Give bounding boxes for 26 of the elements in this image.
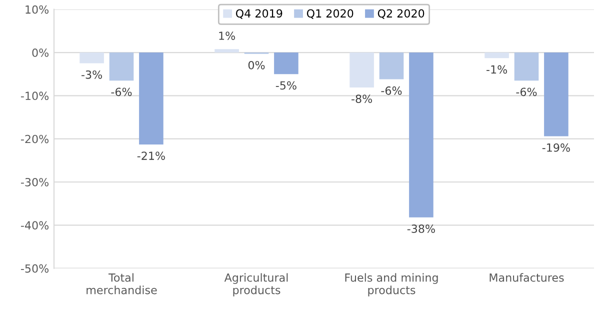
data-label: 1% [219,32,235,40]
legend-label: Q4 2019 [236,9,282,19]
x-tick-label: Agricultural products [224,273,288,296]
legend-label: Q2 2020 [378,9,424,19]
y-tick-label: -40% [20,221,49,230]
data-label: -6% [381,86,402,95]
y-tick-label: -10% [20,92,49,100]
y-tick-label: -30% [20,178,49,186]
legend-label: Q1 2020 [306,9,354,19]
data-label: -6% [111,88,132,96]
x-tick-label: Fuels and mining products [345,273,438,296]
data-label: -5% [276,81,296,90]
y-tick-label: 10% [26,5,49,14]
y-tick-label: -50% [20,264,49,273]
y-tick-label: -20% [20,134,49,144]
data-label: -6% [516,88,537,96]
data-label: -3% [82,70,102,79]
data-label: -21% [137,152,165,160]
data-label: -19% [542,143,570,152]
x-tick-label: Manufactures [490,273,564,282]
data-label: -8% [352,94,372,104]
y-tick-label: 0% [32,48,49,57]
data-label: -38% [407,224,435,233]
x-tick-label: Total merchandise [86,273,157,294]
data-label: 0% [248,60,265,70]
data-label: -1% [486,65,508,74]
